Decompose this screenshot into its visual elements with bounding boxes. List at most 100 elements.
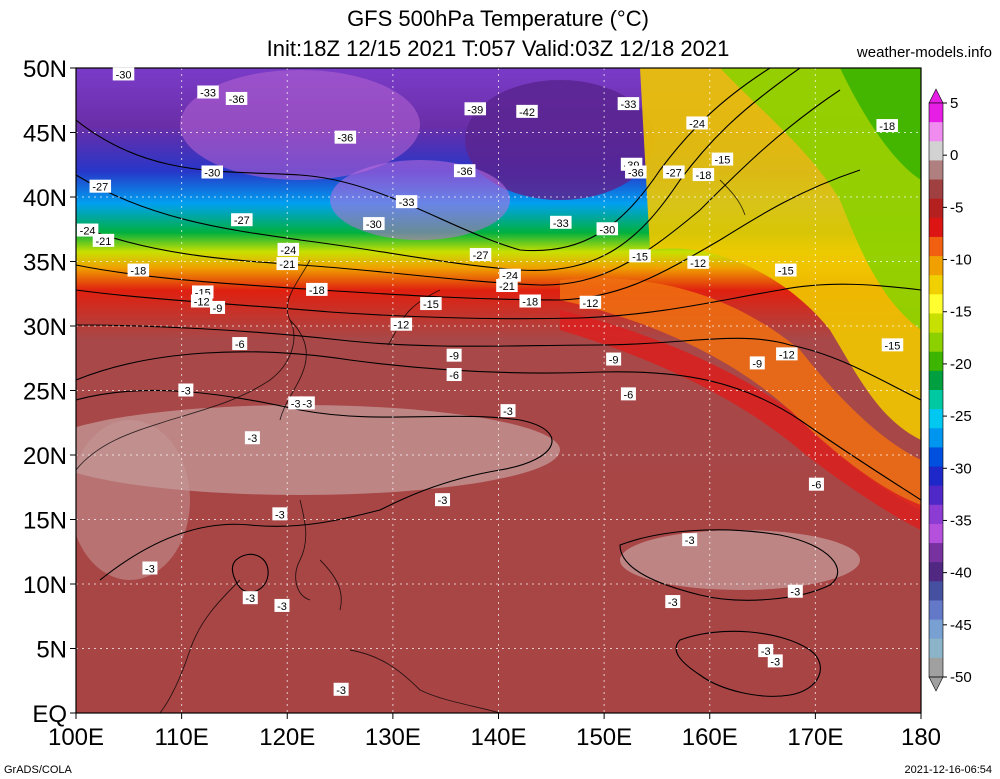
contour-label: -33 xyxy=(553,218,569,230)
contour-label-box xyxy=(89,179,112,193)
contour-label: -21 xyxy=(279,259,295,271)
contour-label: -30 xyxy=(204,167,220,179)
contour-label-box xyxy=(446,348,462,362)
contour-label-box xyxy=(775,263,797,277)
lon-tick-label: 170E xyxy=(787,724,843,751)
contour-label-box xyxy=(306,282,328,296)
colorbar-swatch xyxy=(929,217,943,238)
contour-label: -36 xyxy=(457,166,473,178)
contour-label-box xyxy=(276,257,298,271)
contour-label-box xyxy=(808,477,824,491)
contour-label: -33 xyxy=(399,197,415,209)
colorbar-swatch xyxy=(929,160,943,181)
colorbar-swatch xyxy=(929,562,943,582)
contour-label: -15 xyxy=(423,299,439,311)
colorbar-swatch xyxy=(929,370,943,391)
lat-tick-label: 40N xyxy=(23,185,67,212)
contour-label-box xyxy=(464,102,487,116)
colorbar-bottom-arrow xyxy=(928,676,944,692)
colorbar-swatch xyxy=(929,198,943,219)
contour-label-box xyxy=(242,591,258,605)
colorbar-label: -35 xyxy=(950,512,972,529)
lat-tick-label: 35N xyxy=(23,250,67,277)
contour-label-box xyxy=(420,297,442,311)
contour-label: -3 xyxy=(336,685,346,697)
contour-label: -3 xyxy=(503,406,513,418)
colorbar-swatch xyxy=(929,638,943,659)
contour-labels: -30-33-36-39-42-33-24-18-36-30-36-39-36-… xyxy=(76,67,904,697)
contour-label: -3 xyxy=(181,386,191,398)
contour-label-box xyxy=(469,248,492,262)
contour-label-box xyxy=(682,533,698,547)
colorbar-label: -40 xyxy=(950,565,972,582)
contour-label: -6 xyxy=(449,370,459,382)
contour-label: -36 xyxy=(628,167,644,179)
colorbar-frame xyxy=(928,102,944,678)
contour-label-box xyxy=(617,97,640,111)
contour-label-box xyxy=(767,654,783,668)
contour-label-box xyxy=(579,295,602,309)
contour-label: -18 xyxy=(879,121,895,133)
colorbar-swatch xyxy=(929,390,943,410)
contour-label: -6 xyxy=(812,480,822,492)
site-credit: weather-models.info xyxy=(856,44,992,61)
contour-label: -30 xyxy=(366,219,382,231)
contour-label-box xyxy=(390,317,413,331)
contour-label-box xyxy=(758,644,774,658)
contour-label: -3 xyxy=(248,433,258,445)
colorbar-label: 0 xyxy=(950,147,958,164)
colorbar-swatch xyxy=(929,275,943,295)
contour-label-box xyxy=(363,217,385,231)
contour-label-box xyxy=(232,337,248,351)
contour-label: -15 xyxy=(778,266,794,278)
contour-label-box xyxy=(519,294,541,308)
contour-label: -6 xyxy=(235,339,245,351)
colorbar-swatch xyxy=(929,523,943,544)
chart-subtitle: Init:18Z 12/15 2021 T:057 Valid:03Z 12/1… xyxy=(266,36,730,61)
generated-timestamp: 2021-12-16-06:54 xyxy=(904,764,992,776)
contour-label: -27 xyxy=(234,215,250,227)
colorbar-label: -30 xyxy=(950,460,972,477)
contour-label: -36 xyxy=(337,133,353,145)
contour-label-box xyxy=(500,404,516,418)
contour-label: -18 xyxy=(522,296,538,308)
lat-tick-label: 10N xyxy=(23,572,67,599)
contour-label: -21 xyxy=(499,281,515,293)
contour-label-box xyxy=(274,598,290,612)
colorbar-label: -20 xyxy=(950,356,972,373)
contour-label-box xyxy=(299,396,315,410)
contour-label-box xyxy=(686,116,708,130)
colorbar-label: -15 xyxy=(950,304,972,321)
contour-label-box xyxy=(435,493,451,507)
colorbar-swatch xyxy=(929,428,943,448)
contour-label-box xyxy=(334,130,357,144)
contour-label: -6 xyxy=(624,389,634,401)
contour-label: -27 xyxy=(92,182,108,194)
contour-label: -3 xyxy=(245,593,255,605)
colorbar-swatch xyxy=(929,141,943,161)
contour-label-box xyxy=(663,165,685,179)
lat-tick-label: 30N xyxy=(23,314,67,341)
colorbar-label: -5 xyxy=(950,199,963,216)
colorbar-label: 5 xyxy=(950,95,958,112)
color-legend: 5 0 -5 -10 -15 -20 -25 -30 -35 -40 -45 -50 xyxy=(928,88,972,692)
colorbar-swatch xyxy=(929,485,943,506)
contour-label: -12 xyxy=(690,258,706,270)
lon-tick-label: 120E xyxy=(259,724,315,751)
contour-label-box xyxy=(516,104,538,118)
contour-label-box xyxy=(881,338,904,352)
lat-tick-label: EQ xyxy=(32,701,67,728)
contour-label: -21 xyxy=(96,236,112,248)
colorbar-swatch xyxy=(929,447,943,468)
contour-label-box xyxy=(210,300,226,314)
colorbar-swatch xyxy=(929,179,943,200)
contour-label: -27 xyxy=(473,250,489,262)
colorbar-swatch xyxy=(929,600,943,621)
lon-tick-label: 150E xyxy=(576,724,632,751)
contour-label: -15 xyxy=(714,155,730,167)
colorbar-swatch xyxy=(929,351,943,372)
contour-label-box xyxy=(776,347,798,361)
contour-label: -24 xyxy=(280,245,296,257)
map-field xyxy=(76,68,921,713)
colorbar-swatch xyxy=(929,657,943,678)
